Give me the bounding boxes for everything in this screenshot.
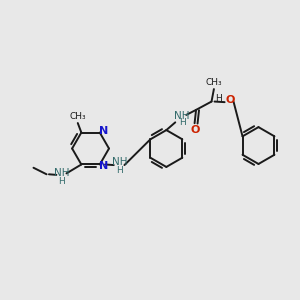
Text: H: H	[179, 118, 185, 127]
Text: O: O	[226, 95, 235, 105]
Text: CH₃: CH₃	[70, 112, 86, 121]
Text: NH: NH	[174, 111, 190, 121]
Text: NH: NH	[54, 168, 69, 178]
Text: H: H	[116, 166, 123, 175]
Text: O: O	[190, 125, 200, 135]
Text: H: H	[215, 94, 221, 103]
Text: N: N	[99, 161, 108, 171]
Text: NH: NH	[112, 157, 128, 167]
Text: H: H	[58, 177, 65, 186]
Text: CH₃: CH₃	[206, 78, 222, 87]
Text: N: N	[99, 126, 108, 136]
